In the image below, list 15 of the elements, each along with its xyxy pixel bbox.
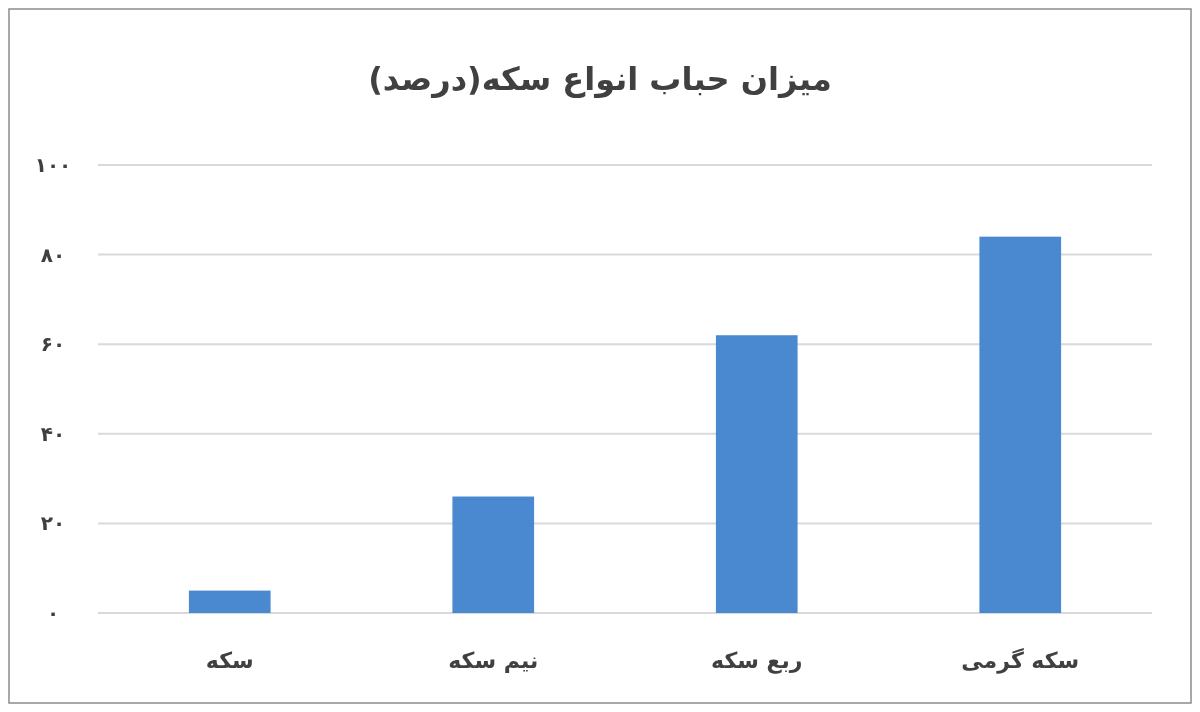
bar bbox=[452, 496, 535, 613]
x-tick-label: سکه bbox=[205, 648, 254, 673]
x-tick-label: نیم سکه bbox=[448, 648, 539, 673]
x-tick-label: ربع سکه bbox=[711, 648, 803, 674]
y-tick-label: ۶۰ bbox=[40, 332, 66, 357]
y-tick-label: ۴۰ bbox=[40, 421, 66, 446]
bar bbox=[188, 590, 271, 613]
bar bbox=[979, 236, 1062, 613]
x-tick-label: سکه گرمی bbox=[961, 647, 1080, 674]
y-tick-label: ۱۰۰ bbox=[34, 153, 72, 177]
y-tick-label: ۲۰ bbox=[40, 511, 66, 536]
chart-title: میزان حباب انواع سکه(درصد) bbox=[368, 60, 832, 98]
bar bbox=[715, 335, 798, 613]
y-tick-label: ۰ bbox=[46, 601, 60, 625]
y-tick-label: ۸۰ bbox=[40, 242, 66, 267]
